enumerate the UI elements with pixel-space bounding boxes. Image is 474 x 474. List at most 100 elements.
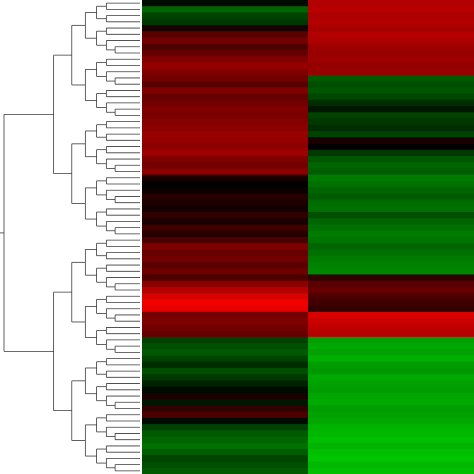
heatmap-cell <box>142 243 309 251</box>
heatmap-cell <box>308 124 474 132</box>
heatmap-cell <box>308 243 474 251</box>
heatmap-cell <box>308 168 474 176</box>
heatmap-cell <box>308 68 474 76</box>
heatmap-cell <box>308 137 474 145</box>
heatmap-cell <box>142 455 309 463</box>
heatmap-cell <box>308 330 474 338</box>
heatmap-cell <box>142 299 309 307</box>
heatmap-cell <box>142 205 309 213</box>
heatmap-cell <box>142 62 309 70</box>
heatmap-cell <box>142 436 309 444</box>
heatmap-cell <box>308 392 474 400</box>
heatmap-cell <box>142 93 309 101</box>
heatmap-cell <box>142 336 309 344</box>
heatmap-cell <box>142 255 309 263</box>
heatmap-cell <box>142 24 309 32</box>
heatmap-cell <box>142 0 309 7</box>
heatmap-cell <box>308 193 474 201</box>
heatmap-cell <box>142 230 309 238</box>
heatmap-cell <box>308 174 474 182</box>
heatmap-cell <box>308 249 474 257</box>
heatmap-cell <box>308 87 474 95</box>
heatmap-cell <box>308 399 474 406</box>
heatmap-cell <box>142 6 309 14</box>
heatmap-cell <box>142 349 309 357</box>
heatmap-cell <box>308 205 474 213</box>
heatmap-cell <box>308 81 474 88</box>
heatmap-cell <box>142 112 309 120</box>
heatmap-cell <box>308 455 474 463</box>
heatmap-cell <box>308 324 474 332</box>
heatmap-cell <box>308 261 474 269</box>
heatmap-cell <box>142 318 309 325</box>
heatmap-cell <box>142 187 309 194</box>
heatmap-cell <box>142 380 309 388</box>
heatmap-cell <box>308 336 474 344</box>
heatmap-cell <box>142 355 309 363</box>
heatmap-cell <box>308 130 474 138</box>
heatmap-cell <box>308 386 474 394</box>
heatmap-cell <box>142 68 309 76</box>
heatmap-cell <box>308 12 474 20</box>
heatmap-cell <box>142 18 309 26</box>
heatmap-cell <box>308 230 474 238</box>
heatmap-cell <box>308 99 474 107</box>
heatmap-cell <box>142 311 309 319</box>
heatmap-cell <box>308 212 474 219</box>
heatmap-cell <box>308 405 474 413</box>
heatmap-cell <box>308 380 474 388</box>
heatmap-cell <box>142 417 309 425</box>
heatmap-cell <box>308 18 474 26</box>
heatmap-cell <box>308 43 474 51</box>
heatmap-cell <box>308 286 474 294</box>
heatmap-cell <box>308 318 474 325</box>
heatmap-cell <box>308 49 474 57</box>
heatmap-cell <box>308 361 474 369</box>
heatmap-cell <box>142 461 309 469</box>
row-dendrogram <box>0 2 140 472</box>
heatmap-cell <box>308 367 474 375</box>
heatmap-cell <box>142 224 309 232</box>
heatmap-cell <box>142 374 309 382</box>
heatmap-cell <box>142 330 309 338</box>
heatmap-cell <box>142 386 309 394</box>
heatmap-cell <box>142 193 309 201</box>
heatmap-cell <box>142 81 309 88</box>
heatmap-cell <box>142 367 309 375</box>
heatmap-cell <box>308 305 474 313</box>
heatmap-cell <box>142 124 309 132</box>
heatmap-cell <box>142 155 309 163</box>
heatmap-cell <box>142 49 309 57</box>
heatmap-cell <box>142 268 309 276</box>
heatmap-cell <box>142 449 309 456</box>
heatmap-cell <box>142 87 309 95</box>
heatmap-cell <box>142 280 309 288</box>
heatmap-cell <box>308 37 474 45</box>
heatmap-cell <box>308 467 474 474</box>
heatmap-cell <box>308 180 474 188</box>
heatmap-cell <box>308 255 474 263</box>
heatmap-cell <box>142 162 309 169</box>
heatmap-cell <box>308 149 474 157</box>
heatmap-cell <box>308 424 474 431</box>
heatmap-cell <box>308 112 474 120</box>
heatmap-cell <box>308 237 474 244</box>
heatmap-cell <box>308 311 474 319</box>
heatmap-cell <box>308 442 474 450</box>
heatmap-cell <box>142 424 309 431</box>
heatmap-cell <box>142 137 309 145</box>
heatmap-cell <box>142 399 309 406</box>
heatmap-cell <box>308 374 474 382</box>
heatmap-cell <box>142 343 309 350</box>
heatmap-cell <box>142 99 309 107</box>
heatmap-cell <box>142 261 309 269</box>
heatmap-cell <box>142 405 309 413</box>
heatmap-cell <box>142 43 309 51</box>
heatmap-cell <box>308 187 474 194</box>
heatmap-cell <box>142 31 309 39</box>
heatmap-cell <box>308 74 474 82</box>
heatmap-cell <box>142 149 309 157</box>
heatmap-cell <box>142 199 309 207</box>
